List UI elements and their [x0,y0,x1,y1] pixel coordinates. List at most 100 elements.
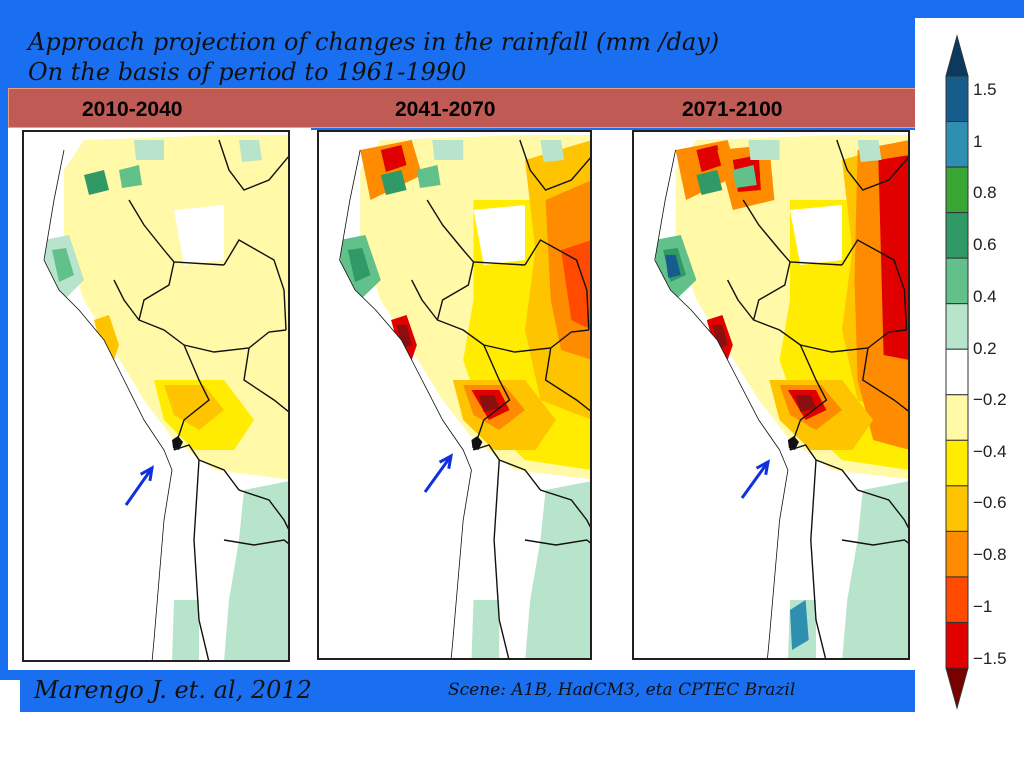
colorbar-tick-label: 0.6 [973,235,997,254]
arrow-line [124,467,154,506]
rainfall-anomaly-region [164,385,224,430]
border-line [223,539,288,546]
rainfall-anomaly-region [24,150,172,660]
rainfall-anomaly-region [172,600,199,660]
colorbar-tick-label: 1.5 [973,80,997,99]
rainfall-anomaly-region [416,165,441,188]
rainfall-anomaly-region [790,600,809,650]
lake-titicaca [471,436,483,450]
rainfall-anomaly-region [561,240,590,330]
rainfall-anomaly-region [696,145,723,172]
rainfall-anomaly-region [525,481,590,658]
border-line [173,344,210,451]
border-line [138,261,185,346]
rainfall-anomaly-region [174,205,224,265]
rainfall-anomaly-region [478,395,500,412]
border-line [498,459,590,528]
rainfall-anomaly-region [134,140,164,160]
rainfall-anomaly-region [119,165,142,188]
colorbar-tick-label: 0.4 [973,287,997,306]
colorbar-tick-label: −0.8 [973,545,1007,564]
rainfall-anomaly-region [665,255,681,278]
rainfall-anomaly-region [712,325,728,348]
lake-titicaca [172,436,183,450]
rainfall-anomaly-region [239,140,262,162]
border-line [742,199,843,266]
slide-background-strip [915,0,1024,18]
rainfall-anomaly-region [380,170,407,195]
rainfall-anomaly-region [473,205,525,265]
rainfall-anomaly-region [732,165,757,188]
border-line [436,261,485,346]
rainfall-anomaly-region [790,205,842,265]
slide-title: Approach projection of changes in the ra… [28,28,720,56]
period-label-1: 2010-2040 [82,98,183,121]
period-label-2: 2041-2070 [395,98,496,121]
rainfall-anomaly-region [842,481,908,658]
arrow-head [438,453,454,470]
colorbar-tick-label: −0.2 [973,390,1007,409]
rainfall-anomaly-region [471,600,500,658]
colorbar-tick-label: 0.2 [973,339,997,358]
border-line [223,239,287,331]
rainfall-anomaly-region [696,170,723,195]
rainfall-anomaly-region [432,140,464,160]
colorbar-tick-label: −0.6 [973,493,1007,512]
legend-panel [915,18,1024,718]
border-line [472,344,511,451]
scenario-note: Scene: A1B, HadCM3, eta CPTEC Brazil [448,680,796,700]
citation: Marengo J. et. al, 2012 [34,676,312,704]
arrow-line [423,455,453,493]
border-line [411,279,439,321]
border-line [726,279,755,321]
colorbar-tick-label: −1 [973,597,993,616]
border-line [841,539,908,546]
rainfall-anomaly-region [540,140,565,162]
rainfall-anomaly-region [634,150,788,658]
slide-subtitle: On the basis of period to 1961-1990 [28,58,467,86]
border-line [752,261,801,346]
rainfall-anomaly-region [857,140,882,162]
rainfall-anomaly-region [795,395,816,412]
map-2071-2100 [634,135,908,658]
border-line [43,149,173,660]
footer-bar [20,672,915,712]
map-2010-2040 [24,135,288,660]
colorbar-tick-label: 0.8 [973,183,997,202]
rainfall-anomaly-region [84,170,109,195]
border-line [841,239,908,331]
border-line [815,459,908,529]
border-line [519,139,590,191]
rainfall-anomaly-region [396,325,412,348]
colorbar-tick-label: −1.5 [973,649,1007,668]
rainfall-anomaly-region [52,248,74,282]
arrows [124,453,771,506]
arrow-line [740,461,770,499]
colorbar-tick-label: 1 [973,132,983,151]
border-line [243,347,288,413]
border-line [218,139,288,191]
border-line [339,149,472,658]
rainfall-anomaly-region [319,150,472,658]
border-line [654,149,789,658]
border-line [524,239,590,331]
rainfall-anomaly-region [94,315,119,360]
rainfall-anomaly-region [878,155,908,360]
border-line [789,444,827,658]
rainfall-anomaly-region [224,481,288,660]
lake-titicaca [787,436,799,450]
border-line [789,344,828,451]
rainfall-anomaly-region [347,248,371,282]
border-line [128,199,225,266]
border-line [198,459,288,530]
period-header-bar [8,88,922,128]
border-line [173,444,210,660]
rainfall-anomaly-region [748,140,780,160]
border-line [544,347,590,412]
arrow-head [755,459,771,476]
period-label-3: 2071-2100 [682,98,783,121]
arrow-head [139,465,154,482]
border-line [426,199,526,266]
border-line [473,444,510,658]
border-line [836,139,908,191]
